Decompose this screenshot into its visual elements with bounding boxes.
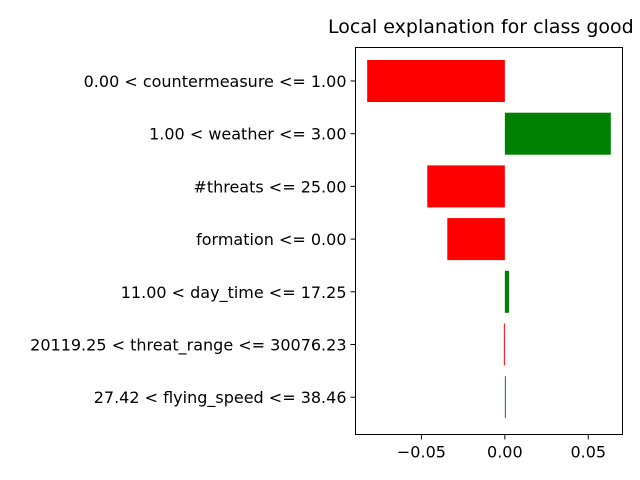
y-tick-label-4: 11.00 < day_time <= 17.25 bbox=[121, 283, 347, 303]
y-tick-label-3: formation <= 0.00 bbox=[196, 230, 346, 249]
y-tick-label-6: 27.42 < flying_speed <= 38.46 bbox=[94, 388, 347, 408]
y-tick-label-2: #threats <= 25.00 bbox=[193, 177, 346, 196]
bar-6 bbox=[504, 376, 506, 419]
bar-3 bbox=[447, 218, 505, 261]
bars-group bbox=[367, 60, 611, 419]
y-axis-ticks: 0.00 < countermeasure <= 1.00 1.00 < weat… bbox=[30, 72, 356, 408]
bar-5 bbox=[503, 323, 505, 366]
bar-1 bbox=[504, 112, 611, 155]
bar-4 bbox=[504, 270, 510, 313]
bar-0 bbox=[367, 60, 505, 102]
x-tick-label-0: −0.05 bbox=[397, 443, 446, 462]
x-tick-label-1: 0.00 bbox=[487, 443, 523, 462]
x-axis-ticks: −0.05 0.00 0.05 bbox=[397, 434, 606, 462]
chart-title: Local explanation for class good bbox=[328, 16, 634, 38]
x-tick-label-2: 0.05 bbox=[570, 443, 606, 462]
y-tick-label-1: 1.00 < weather <= 3.00 bbox=[149, 125, 346, 144]
bar-2 bbox=[427, 165, 505, 208]
y-tick-label-0: 0.00 < countermeasure <= 1.00 bbox=[84, 72, 347, 91]
y-tick-label-5: 20119.25 < threat_range <= 30076.23 bbox=[30, 336, 346, 356]
plot-frame bbox=[355, 47, 623, 435]
